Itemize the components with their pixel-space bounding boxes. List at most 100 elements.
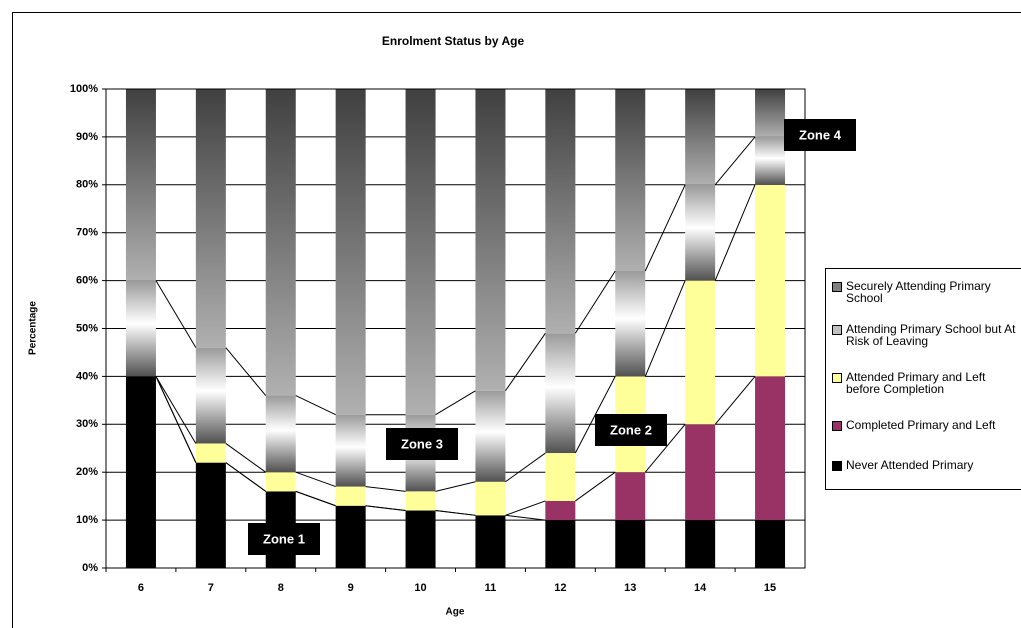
legend-label: Completed Primary and Left xyxy=(846,418,996,432)
legend-item: Completed Primary and Left xyxy=(832,419,1021,431)
series-line xyxy=(155,280,197,348)
legend-swatch xyxy=(832,325,842,335)
legend-swatch xyxy=(832,421,842,431)
series-line xyxy=(365,486,406,492)
y-tick-label: 20% xyxy=(76,466,98,478)
y-tick-label: 10% xyxy=(76,514,98,526)
series-line xyxy=(714,184,756,281)
zone-label: Zone 4 xyxy=(799,127,842,142)
bar-segment xyxy=(405,89,436,415)
zone-label: Zone 2 xyxy=(610,422,652,437)
bar-segment xyxy=(475,390,506,482)
y-tick-label: 90% xyxy=(76,131,98,143)
x-tick-label: 8 xyxy=(278,582,284,594)
bar-segment xyxy=(335,486,366,506)
y-tick-label: 50% xyxy=(76,322,98,334)
legend-item: Never Attended Primary xyxy=(832,459,1021,471)
bar-segment xyxy=(475,89,506,391)
bar-segment xyxy=(755,184,786,377)
series-line xyxy=(575,471,616,502)
plot-border xyxy=(105,88,806,569)
legend-swatch xyxy=(832,373,842,383)
series-line xyxy=(225,462,267,492)
series-line xyxy=(644,280,686,377)
series-line xyxy=(435,510,476,516)
series-line xyxy=(435,481,476,492)
legend-swatch xyxy=(832,282,842,292)
y-axis-label: Percentage xyxy=(28,301,39,355)
bar-segment xyxy=(335,89,366,415)
bar-segment xyxy=(685,89,716,185)
legend: Securely Attending Primary School Attendi… xyxy=(825,268,1021,490)
x-axis-label: Age xyxy=(446,607,465,618)
bar-segment xyxy=(755,89,786,137)
x-tick-label: 13 xyxy=(624,582,636,594)
bar-segment xyxy=(545,453,576,501)
series-line xyxy=(295,490,336,507)
x-tick-label: 11 xyxy=(485,582,497,594)
bar-segment xyxy=(195,462,226,568)
zone-box xyxy=(248,523,320,555)
zone-box xyxy=(595,414,667,446)
bar-segment xyxy=(475,481,506,516)
x-tick-label: 7 xyxy=(208,582,214,594)
legend-swatch xyxy=(832,461,842,471)
zone-box xyxy=(386,428,458,460)
series-line xyxy=(295,395,336,416)
bar-segment xyxy=(755,376,786,521)
x-tick-label: 12 xyxy=(554,582,566,594)
bar-segment xyxy=(685,184,716,281)
bar-segment xyxy=(545,500,576,521)
y-tick-label: 0% xyxy=(82,562,98,574)
bar-segment xyxy=(615,89,646,272)
zone-label: Zone 1 xyxy=(263,531,305,546)
bar-segment xyxy=(335,505,366,568)
x-tick-label: 14 xyxy=(694,582,707,594)
y-tick-label: 70% xyxy=(76,227,98,239)
outer-border xyxy=(12,12,1021,628)
bar-segment xyxy=(615,271,646,377)
legend-item: Securely Attending Primary School xyxy=(832,280,1021,304)
series-line xyxy=(505,452,546,483)
bar-segment xyxy=(685,280,716,425)
y-tick-label: 60% xyxy=(76,275,98,287)
series-line xyxy=(155,376,197,463)
series-line xyxy=(365,505,406,512)
bar-segment xyxy=(265,472,296,492)
series-line xyxy=(435,390,476,416)
legend-item: Attended Primary and Left before Complet… xyxy=(832,371,1021,395)
series-line xyxy=(574,270,616,334)
bar-segment xyxy=(335,414,366,487)
y-tick-label: 40% xyxy=(76,370,98,382)
bar-segment xyxy=(125,280,156,377)
legend-label: Attending Primary School but At Risk of … xyxy=(846,322,1016,348)
series-line xyxy=(155,376,197,444)
legend-label: Attended Primary and Left before Complet… xyxy=(846,370,986,396)
bar-segment xyxy=(685,424,716,521)
x-tick-label: 6 xyxy=(138,582,144,594)
bar-segment xyxy=(615,520,646,568)
bar-segment xyxy=(265,89,296,396)
legend-label: Never Attended Primary xyxy=(846,458,974,472)
bar-segment xyxy=(125,89,156,281)
series-line xyxy=(505,500,546,516)
bar-segment xyxy=(405,510,436,568)
series-line xyxy=(644,423,686,473)
series-line xyxy=(225,347,267,396)
series-line xyxy=(225,443,267,473)
x-tick-label: 10 xyxy=(414,582,426,594)
zone-label: Zone 3 xyxy=(401,436,443,451)
series-line xyxy=(505,333,546,392)
y-tick-label: 30% xyxy=(76,418,98,430)
series-line xyxy=(714,136,756,186)
legend-label: Securely Attending Primary School xyxy=(846,279,991,305)
bar-segment xyxy=(405,491,436,511)
x-tick-label: 15 xyxy=(764,582,776,594)
series-line xyxy=(295,471,336,488)
series-line xyxy=(714,376,756,425)
bar-segment xyxy=(685,520,716,568)
series-line xyxy=(505,514,546,521)
y-tick-label: 100% xyxy=(70,83,98,95)
